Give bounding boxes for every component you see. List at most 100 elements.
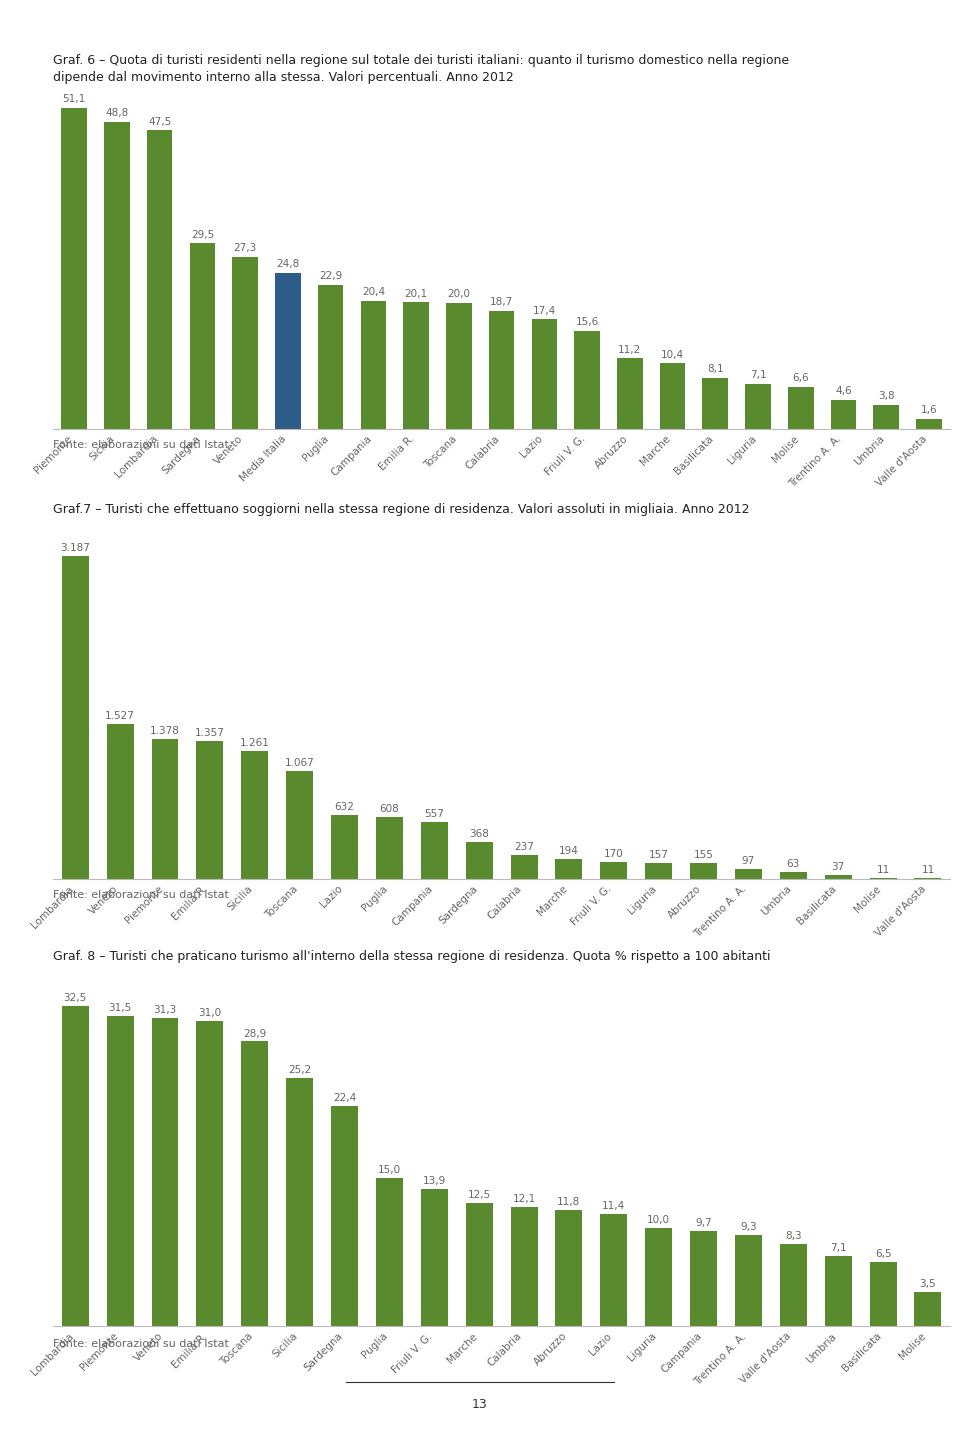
Text: 11,8: 11,8 [558,1198,581,1208]
Text: 170: 170 [604,849,624,859]
Text: 1,6: 1,6 [921,404,937,414]
Text: 11,2: 11,2 [618,344,641,354]
Bar [645,1228,672,1326]
Text: 27,3: 27,3 [233,243,256,253]
Text: 1.357: 1.357 [195,729,225,739]
Text: Graf. 6 – Quota di turisti residenti nella regione sul totale dei turisti italia: Graf. 6 – Quota di turisti residenti nel… [53,54,789,84]
Bar [735,1235,762,1326]
Bar [147,130,173,429]
Text: 31,5: 31,5 [108,1003,132,1013]
Text: 10,0: 10,0 [647,1215,670,1225]
Text: 48,8: 48,8 [106,109,129,119]
Text: 155: 155 [694,850,713,860]
Bar [511,855,538,879]
Bar [511,1208,538,1326]
Text: 368: 368 [469,829,489,839]
Bar [915,1292,942,1326]
Text: 12,5: 12,5 [468,1190,491,1200]
Text: 18,7: 18,7 [490,297,514,307]
Text: 3,5: 3,5 [920,1279,936,1289]
Text: 97: 97 [742,856,756,866]
Bar [825,1256,852,1326]
Text: 3,8: 3,8 [878,392,895,402]
Text: 25,2: 25,2 [288,1065,311,1075]
Text: 237: 237 [515,842,534,852]
Text: 32,5: 32,5 [63,993,86,1003]
Bar [189,243,215,429]
Text: 608: 608 [379,805,399,815]
Text: 28,9: 28,9 [243,1029,266,1039]
Bar [446,303,471,429]
Text: 22,4: 22,4 [333,1093,356,1103]
Bar [197,1020,224,1326]
Bar [788,387,814,429]
Text: 15,0: 15,0 [378,1166,401,1176]
Text: 13: 13 [472,1398,488,1410]
Text: 31,3: 31,3 [154,1005,177,1015]
Text: 8,1: 8,1 [707,364,724,374]
Text: 31,0: 31,0 [199,1007,222,1017]
Bar [703,377,728,429]
Bar [466,1203,492,1326]
Bar [874,404,900,429]
Bar [420,1189,447,1326]
Text: 632: 632 [335,802,354,812]
Bar [532,320,557,429]
Text: 15,6: 15,6 [575,317,599,327]
Text: 20,0: 20,0 [447,289,470,299]
Bar [489,312,515,429]
Bar [690,1230,717,1326]
Text: 6,6: 6,6 [793,373,809,383]
Bar [600,862,627,879]
Text: 47,5: 47,5 [148,117,171,127]
Text: 1.261: 1.261 [240,739,270,749]
Bar [830,400,856,429]
Bar [556,859,583,879]
Bar [556,1210,583,1326]
Bar [318,284,344,429]
Text: 1.378: 1.378 [150,726,180,736]
Bar [286,1077,313,1326]
Text: 557: 557 [424,809,444,819]
Bar [241,1042,268,1326]
Text: 13,9: 13,9 [422,1176,445,1186]
Bar [276,273,300,429]
Text: 29,5: 29,5 [191,230,214,240]
Text: 63: 63 [786,859,800,869]
Text: Fonte: elaborazioni su dati Istat: Fonte: elaborazioni su dati Istat [53,440,228,450]
Text: Graf. 8 – Turisti che praticano turismo all'interno della stessa regione di resi: Graf. 8 – Turisti che praticano turismo … [53,950,770,963]
Text: Fonte: elaborazioni su dati Istat: Fonte: elaborazioni su dati Istat [53,890,228,900]
Text: 6,5: 6,5 [875,1249,892,1259]
Bar [61,1006,88,1326]
Bar [361,300,386,429]
Text: 20,1: 20,1 [404,289,427,299]
Bar [403,303,429,429]
Text: 17,4: 17,4 [533,306,556,316]
Bar [617,359,642,429]
Bar [107,725,133,879]
Bar [376,1179,403,1326]
Bar [241,752,268,879]
Text: 20,4: 20,4 [362,287,385,297]
Bar [152,1017,179,1326]
Bar [745,384,771,429]
Bar [331,1106,358,1326]
Bar [870,1262,897,1326]
Text: 24,8: 24,8 [276,259,300,269]
Bar [286,770,313,879]
Bar [376,817,403,879]
Bar [780,1245,806,1326]
Bar [104,121,130,429]
Text: 8,3: 8,3 [785,1232,802,1242]
Text: 7,1: 7,1 [750,370,766,380]
Bar [645,863,672,879]
Bar [916,419,942,429]
Text: 37: 37 [831,862,845,872]
Text: 157: 157 [649,850,668,860]
Bar [232,257,258,429]
Text: 1.527: 1.527 [106,712,135,722]
Bar [420,823,447,879]
Text: 51,1: 51,1 [62,94,85,104]
Text: 9,7: 9,7 [695,1218,712,1228]
Bar [466,842,492,879]
